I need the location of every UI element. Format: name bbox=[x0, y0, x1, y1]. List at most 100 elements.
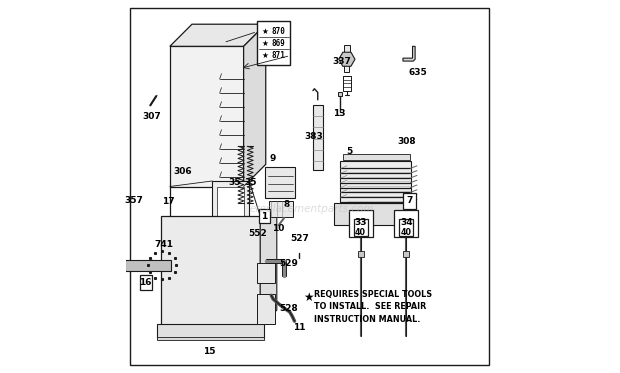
Text: 635: 635 bbox=[409, 68, 427, 78]
Circle shape bbox=[267, 193, 272, 198]
Bar bbox=[334, 203, 414, 225]
Bar bbox=[257, 294, 275, 324]
Text: 741: 741 bbox=[155, 240, 174, 249]
Text: ★: ★ bbox=[262, 51, 268, 60]
Text: 35: 35 bbox=[229, 178, 241, 186]
Text: 5: 5 bbox=[347, 147, 353, 156]
Ellipse shape bbox=[312, 167, 323, 172]
Circle shape bbox=[148, 251, 177, 280]
Circle shape bbox=[157, 218, 253, 314]
Text: 383: 383 bbox=[304, 132, 323, 141]
Polygon shape bbox=[244, 24, 266, 186]
Bar bbox=[212, 181, 249, 227]
Bar bbox=[394, 210, 418, 237]
Circle shape bbox=[231, 247, 264, 280]
Circle shape bbox=[291, 193, 296, 198]
Bar bbox=[217, 186, 244, 223]
Text: 1: 1 bbox=[262, 212, 268, 221]
Text: 552: 552 bbox=[248, 229, 267, 238]
Circle shape bbox=[409, 213, 414, 219]
Bar bbox=[259, 209, 270, 223]
Circle shape bbox=[290, 318, 299, 328]
Bar bbox=[161, 216, 260, 327]
Circle shape bbox=[247, 330, 255, 338]
Bar bbox=[340, 161, 412, 203]
Text: 33: 33 bbox=[354, 218, 367, 227]
Text: 16: 16 bbox=[140, 278, 152, 287]
Text: 7: 7 bbox=[406, 196, 413, 206]
Ellipse shape bbox=[354, 223, 368, 228]
Text: 308: 308 bbox=[397, 137, 416, 146]
Circle shape bbox=[350, 213, 355, 219]
Ellipse shape bbox=[282, 215, 287, 219]
Bar bbox=[353, 219, 368, 236]
Text: 10: 10 bbox=[272, 225, 285, 233]
Text: 35: 35 bbox=[244, 178, 257, 186]
Polygon shape bbox=[334, 198, 420, 203]
Bar bbox=[343, 76, 350, 91]
Polygon shape bbox=[265, 164, 299, 167]
Text: 40: 40 bbox=[355, 228, 366, 237]
Ellipse shape bbox=[399, 223, 412, 228]
Circle shape bbox=[337, 213, 342, 219]
Circle shape bbox=[262, 310, 270, 317]
Polygon shape bbox=[414, 198, 420, 225]
Text: 870: 870 bbox=[272, 27, 285, 36]
Circle shape bbox=[164, 330, 172, 338]
Ellipse shape bbox=[154, 93, 159, 97]
Bar bbox=[157, 337, 264, 340]
Ellipse shape bbox=[406, 59, 410, 61]
Ellipse shape bbox=[185, 65, 210, 87]
Circle shape bbox=[403, 213, 409, 219]
Bar bbox=[358, 251, 364, 257]
Bar bbox=[270, 201, 293, 217]
Text: ★: ★ bbox=[303, 291, 314, 304]
Text: 11: 11 bbox=[293, 323, 305, 332]
Text: 15: 15 bbox=[203, 347, 216, 356]
Bar bbox=[348, 210, 373, 237]
Text: 306: 306 bbox=[174, 167, 192, 176]
Text: 357: 357 bbox=[124, 196, 143, 205]
Polygon shape bbox=[260, 212, 277, 327]
Polygon shape bbox=[412, 155, 418, 203]
Ellipse shape bbox=[228, 98, 241, 113]
Bar bbox=[399, 219, 414, 236]
Ellipse shape bbox=[312, 102, 323, 109]
Ellipse shape bbox=[296, 244, 301, 251]
Text: ★: ★ bbox=[262, 39, 268, 48]
Polygon shape bbox=[295, 164, 299, 198]
Text: 528: 528 bbox=[279, 304, 298, 313]
Text: ereplacementparts.com: ereplacementparts.com bbox=[249, 204, 374, 214]
Circle shape bbox=[185, 245, 225, 286]
Ellipse shape bbox=[225, 134, 240, 151]
Bar bbox=[338, 92, 342, 96]
Circle shape bbox=[206, 343, 213, 349]
Circle shape bbox=[261, 289, 270, 298]
Ellipse shape bbox=[229, 138, 237, 147]
Text: 9: 9 bbox=[269, 154, 275, 163]
Bar bbox=[403, 251, 409, 257]
Text: 34: 34 bbox=[400, 218, 412, 227]
Bar bbox=[344, 45, 350, 56]
Bar bbox=[404, 193, 416, 209]
Bar bbox=[343, 154, 410, 160]
Text: 17: 17 bbox=[162, 197, 175, 206]
Text: 529: 529 bbox=[280, 259, 298, 268]
Circle shape bbox=[152, 255, 173, 276]
Text: ★: ★ bbox=[262, 27, 268, 36]
Bar bbox=[140, 275, 152, 290]
Circle shape bbox=[197, 258, 213, 274]
Ellipse shape bbox=[224, 94, 244, 116]
Text: 13: 13 bbox=[334, 109, 346, 118]
Circle shape bbox=[240, 257, 255, 271]
Circle shape bbox=[170, 231, 240, 301]
Polygon shape bbox=[403, 46, 415, 61]
Bar bbox=[344, 57, 350, 72]
Ellipse shape bbox=[414, 51, 416, 55]
Bar bbox=[257, 263, 275, 283]
Ellipse shape bbox=[359, 333, 363, 336]
Text: 527: 527 bbox=[291, 234, 309, 243]
Circle shape bbox=[266, 290, 277, 301]
Polygon shape bbox=[340, 155, 419, 161]
Text: 871: 871 bbox=[272, 51, 285, 60]
